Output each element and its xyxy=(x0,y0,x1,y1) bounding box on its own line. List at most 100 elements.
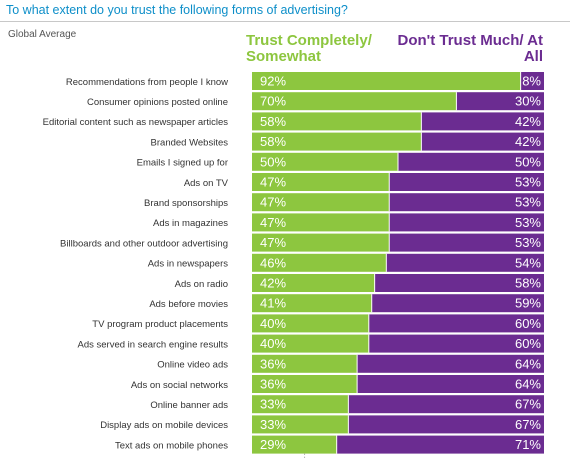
title-divider xyxy=(0,21,570,22)
value-label-distrust: 60% xyxy=(515,316,541,331)
value-label-trust: 58% xyxy=(260,134,286,149)
legend-trust: Trust Completely/ Somewhat xyxy=(246,32,372,65)
value-label-distrust: 42% xyxy=(515,134,541,149)
value-label-trust: 92% xyxy=(260,74,286,89)
category-label: Recommendations from people I know xyxy=(66,77,228,88)
value-label-trust: 50% xyxy=(260,154,286,169)
value-label-trust: 29% xyxy=(260,437,286,452)
value-label-trust: 58% xyxy=(260,114,286,129)
category-label: Editorial content such as newspaper arti… xyxy=(43,117,229,128)
bar-trust xyxy=(252,152,398,171)
bar-trust xyxy=(252,294,372,313)
value-label-distrust: 67% xyxy=(515,417,541,432)
value-label-distrust: 53% xyxy=(515,175,541,190)
bar-trust xyxy=(252,132,422,151)
bar-trust xyxy=(252,415,349,434)
bar-trust xyxy=(252,253,387,272)
category-label: Ads on TV xyxy=(184,178,229,189)
category-label: Billboards and other outdoor advertising xyxy=(60,238,228,249)
bar-trust xyxy=(252,314,369,333)
value-label-distrust: 53% xyxy=(515,215,541,230)
category-label: Ads before movies xyxy=(149,299,228,310)
value-label-trust: 47% xyxy=(260,195,286,210)
value-label-distrust: 53% xyxy=(515,235,541,250)
category-label: Emails I signed up for xyxy=(137,158,228,169)
bar-trust xyxy=(252,354,358,373)
bar-trust xyxy=(252,435,337,454)
bar-trust xyxy=(252,173,390,191)
value-label-distrust: 67% xyxy=(515,397,541,412)
value-label-trust: 40% xyxy=(260,316,286,331)
bar-distrust xyxy=(520,72,544,90)
bar-distrust xyxy=(368,314,544,333)
bar-distrust xyxy=(374,274,544,292)
chart-title: To what extent do you trust the followin… xyxy=(6,3,348,17)
value-label-distrust: 58% xyxy=(515,276,541,291)
bar-trust xyxy=(252,92,457,111)
bar-trust xyxy=(252,193,390,212)
category-label: Ads in magazines xyxy=(153,218,228,229)
category-label: Brand sponsorships xyxy=(144,198,228,209)
value-label-trust: 33% xyxy=(260,397,286,412)
bar-distrust xyxy=(348,415,544,434)
value-label-trust: 47% xyxy=(260,175,286,190)
value-label-trust: 40% xyxy=(260,336,286,351)
bar-distrust xyxy=(386,253,544,272)
value-label-distrust: 42% xyxy=(515,114,541,129)
value-label-distrust: 71% xyxy=(515,437,541,452)
bar-distrust xyxy=(389,213,544,232)
category-label: Display ads on mobile devices xyxy=(100,420,228,431)
category-label: Consumer opinions posted online xyxy=(87,97,228,108)
bar-trust xyxy=(252,112,422,131)
bar-distrust xyxy=(389,193,544,212)
bar-trust xyxy=(252,375,358,393)
category-label: Online video ads xyxy=(157,360,228,371)
chart-subtitle: Global Average xyxy=(8,29,77,40)
value-label-distrust: 59% xyxy=(515,296,541,311)
value-label-trust: 70% xyxy=(260,94,286,109)
category-label: Ads on social networks xyxy=(131,380,228,391)
value-label-distrust: 30% xyxy=(515,94,541,109)
bar-distrust xyxy=(357,375,544,393)
bar-distrust xyxy=(368,334,544,353)
bar-distrust xyxy=(389,173,544,191)
value-label-trust: 47% xyxy=(260,215,286,230)
value-label-distrust: 53% xyxy=(515,195,541,210)
category-label: Online banner ads xyxy=(150,400,228,411)
legend-distrust: Don't Trust Much/ At All xyxy=(397,32,544,65)
value-label-trust: 36% xyxy=(260,356,286,371)
value-label-distrust: 64% xyxy=(515,356,541,371)
bar-distrust xyxy=(421,112,544,131)
bar-trust xyxy=(252,334,369,353)
bar-distrust xyxy=(456,92,544,111)
bar-trust xyxy=(252,72,521,90)
category-label: Ads on radio xyxy=(175,279,228,290)
value-label-trust: 46% xyxy=(260,255,286,270)
category-label: Ads in newspapers xyxy=(148,259,229,270)
value-label-distrust: 60% xyxy=(515,336,541,351)
value-label-trust: 42% xyxy=(260,276,286,291)
value-label-trust: 33% xyxy=(260,417,286,432)
bar-distrust xyxy=(348,395,544,414)
value-label-distrust: 8% xyxy=(522,74,541,89)
category-label: Text ads on mobile phones xyxy=(115,440,228,451)
category-label: Branded Websites xyxy=(151,137,229,148)
bar-distrust xyxy=(398,152,544,171)
value-label-trust: 41% xyxy=(260,296,286,311)
bar-distrust xyxy=(357,354,544,373)
bar-trust xyxy=(252,233,390,252)
category-label: TV program product placements xyxy=(92,319,228,330)
bar-trust xyxy=(252,395,349,414)
value-label-distrust: 64% xyxy=(515,377,541,392)
value-label-trust: 36% xyxy=(260,377,286,392)
category-label: Ads served in search engine results xyxy=(78,339,229,350)
bar-distrust xyxy=(336,435,544,454)
bar-distrust xyxy=(421,132,544,151)
bar-distrust xyxy=(371,294,544,313)
bar-trust xyxy=(252,274,375,292)
value-label-distrust: 54% xyxy=(515,255,541,270)
bar-distrust xyxy=(389,233,544,252)
value-label-distrust: 50% xyxy=(515,154,541,169)
value-label-trust: 47% xyxy=(260,235,286,250)
